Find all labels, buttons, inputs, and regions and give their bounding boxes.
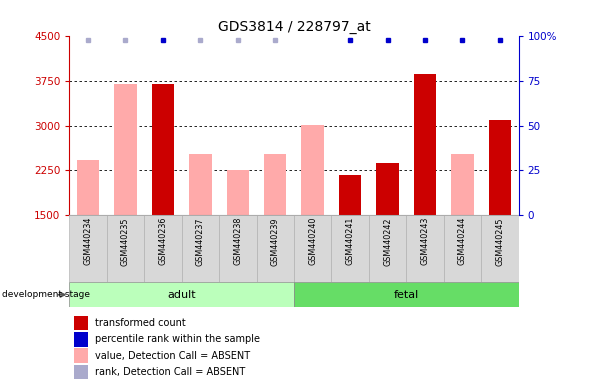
Text: GSM440244: GSM440244 <box>458 217 467 265</box>
Text: rank, Detection Call = ABSENT: rank, Detection Call = ABSENT <box>95 367 245 377</box>
Bar <box>74 365 88 379</box>
Text: GSM440241: GSM440241 <box>346 217 355 265</box>
Bar <box>107 215 144 282</box>
Text: value, Detection Call = ABSENT: value, Detection Call = ABSENT <box>95 351 250 361</box>
Bar <box>481 215 519 282</box>
Bar <box>69 282 294 307</box>
Bar <box>294 282 519 307</box>
Bar <box>369 215 406 282</box>
Bar <box>256 215 294 282</box>
Bar <box>77 160 99 215</box>
Bar <box>219 215 256 282</box>
Text: GSM440245: GSM440245 <box>495 217 504 266</box>
Bar <box>74 349 88 363</box>
Text: fetal: fetal <box>394 290 419 300</box>
Title: GDS3814 / 228797_at: GDS3814 / 228797_at <box>218 20 370 34</box>
Text: GSM440237: GSM440237 <box>196 217 205 266</box>
Bar <box>182 215 219 282</box>
Bar <box>144 215 182 282</box>
Bar <box>414 74 436 215</box>
Bar <box>152 84 174 215</box>
Text: GSM440242: GSM440242 <box>383 217 392 266</box>
Text: GSM440235: GSM440235 <box>121 217 130 266</box>
Bar <box>488 120 511 215</box>
Text: GSM440240: GSM440240 <box>308 217 317 265</box>
Bar <box>451 154 474 215</box>
Text: transformed count: transformed count <box>95 318 186 328</box>
Text: GSM440236: GSM440236 <box>159 217 168 265</box>
Bar <box>189 154 212 215</box>
Bar <box>302 125 324 215</box>
Text: development stage: development stage <box>2 290 90 299</box>
Text: GSM440243: GSM440243 <box>420 217 429 265</box>
Bar <box>264 154 286 215</box>
Bar <box>74 316 88 330</box>
Bar <box>69 215 107 282</box>
Bar <box>376 163 399 215</box>
Bar <box>74 332 88 346</box>
Bar <box>227 170 249 215</box>
Bar <box>115 84 137 215</box>
Text: adult: adult <box>168 290 196 300</box>
Text: GSM440239: GSM440239 <box>271 217 280 266</box>
Bar <box>406 215 444 282</box>
Bar <box>294 215 332 282</box>
Bar <box>444 215 481 282</box>
Text: GSM440238: GSM440238 <box>233 217 242 265</box>
Text: GSM440234: GSM440234 <box>84 217 93 265</box>
Text: percentile rank within the sample: percentile rank within the sample <box>95 334 260 344</box>
Bar <box>332 215 369 282</box>
Bar <box>339 175 361 215</box>
